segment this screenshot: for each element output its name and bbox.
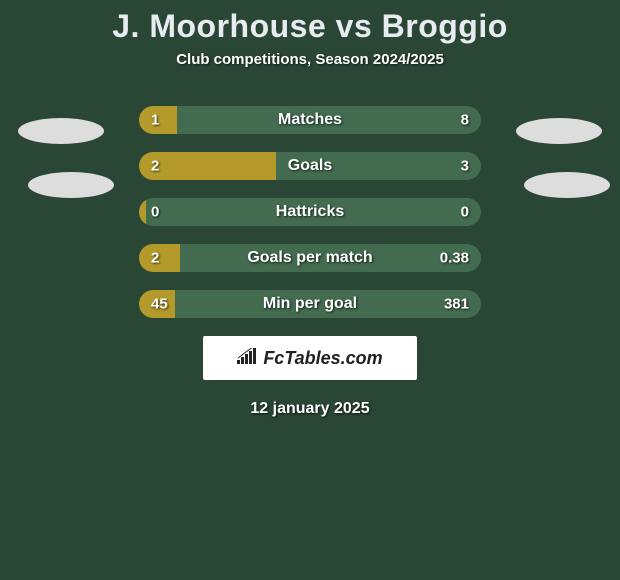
bar-left-segment bbox=[139, 198, 146, 226]
bar-value-right: 3 bbox=[461, 158, 469, 175]
bar-value-right: 8 bbox=[461, 112, 469, 129]
bar-value-right: 0.38 bbox=[440, 250, 469, 267]
bar-value-left: 1 bbox=[151, 112, 159, 129]
logo-text: FcTables.com bbox=[237, 348, 382, 369]
bar-value-left: 45 bbox=[151, 296, 168, 313]
logo-box[interactable]: FcTables.com bbox=[203, 336, 417, 380]
bar-row: Matches 1 8 bbox=[139, 106, 481, 134]
bars-icon bbox=[237, 348, 257, 369]
bar-row: Min per goal 45 381 bbox=[139, 290, 481, 318]
bar-left-segment bbox=[139, 152, 276, 180]
bar-row: Goals 2 3 bbox=[139, 152, 481, 180]
logo-label: FcTables.com bbox=[263, 348, 382, 369]
subtitle: Club competitions, Season 2024/2025 bbox=[0, 51, 620, 68]
bar-row: Hattricks 0 0 bbox=[139, 198, 481, 226]
bar-label: Goals bbox=[288, 157, 332, 175]
page-title: J. Moorhouse vs Broggio bbox=[0, 8, 620, 45]
bar-value-right: 0 bbox=[461, 204, 469, 221]
bar-label: Min per goal bbox=[263, 295, 357, 313]
bar-value-left: 0 bbox=[151, 204, 159, 221]
bar-value-left: 2 bbox=[151, 158, 159, 175]
bar-value-left: 2 bbox=[151, 250, 159, 267]
player-left-image-1 bbox=[18, 118, 104, 144]
bar-row: Goals per match 2 0.38 bbox=[139, 244, 481, 272]
player-left-image-2 bbox=[28, 172, 114, 198]
date-text: 12 january 2025 bbox=[0, 400, 620, 418]
bar-value-right: 381 bbox=[444, 296, 469, 313]
player-right-image-1 bbox=[516, 118, 602, 144]
bar-label: Matches bbox=[278, 111, 342, 129]
bar-left-segment bbox=[139, 244, 180, 272]
chart-area: Matches 1 8 Goals 2 3 Hattricks 0 0 Goals per mat… bbox=[0, 106, 620, 318]
player-right-image-2 bbox=[524, 172, 610, 198]
bars-container: Matches 1 8 Goals 2 3 Hattricks 0 0 Goals per mat… bbox=[139, 106, 481, 318]
bar-label: Goals per match bbox=[247, 249, 372, 267]
bar-label: Hattricks bbox=[276, 203, 344, 221]
